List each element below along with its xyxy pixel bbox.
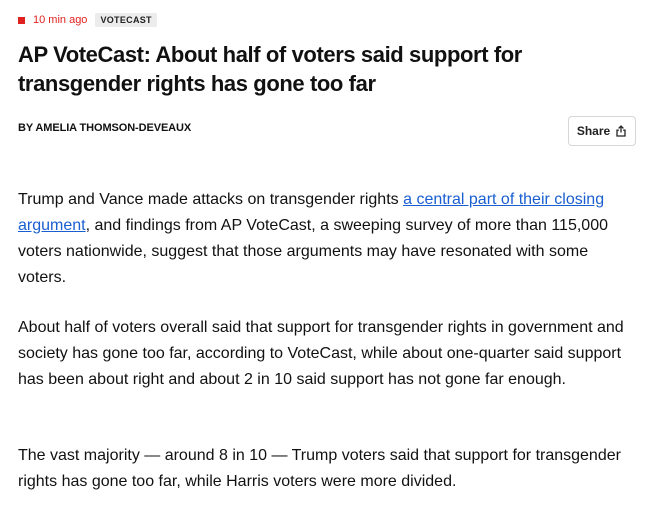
- closing-argument-link[interactable]: a central part of their closing argument: [18, 191, 605, 234]
- article-paragraph-3: The vast majority — around 8 in 10 — Tru…: [18, 447, 621, 490]
- timestamp: 10 min ago: [33, 14, 88, 26]
- topic-tag[interactable]: VOTECAST: [95, 13, 157, 27]
- live-indicator-icon: [18, 16, 25, 24]
- article-paragraph-2: About half of voters overall said that s…: [18, 319, 624, 388]
- article-headline: AP VoteCast: About half of voters said s…: [18, 42, 522, 96]
- share-button-label: Share: [576, 124, 611, 138]
- article-paragraph-1: Trump and Vance made attacks on transgen…: [18, 187, 638, 291]
- meta-row: 10 min ago VOTECAST: [18, 12, 157, 28]
- paragraph-1-text-before: Trump and Vance made attacks on transgen…: [18, 191, 404, 208]
- share-button[interactable]: Share: [568, 116, 636, 146]
- paragraph-1-text-after: , and findings from AP VoteCast, a sweep…: [18, 217, 608, 286]
- byline: BY AMELIA THOMSON-DEVEAUX: [18, 122, 192, 134]
- share-icon: [616, 125, 626, 137]
